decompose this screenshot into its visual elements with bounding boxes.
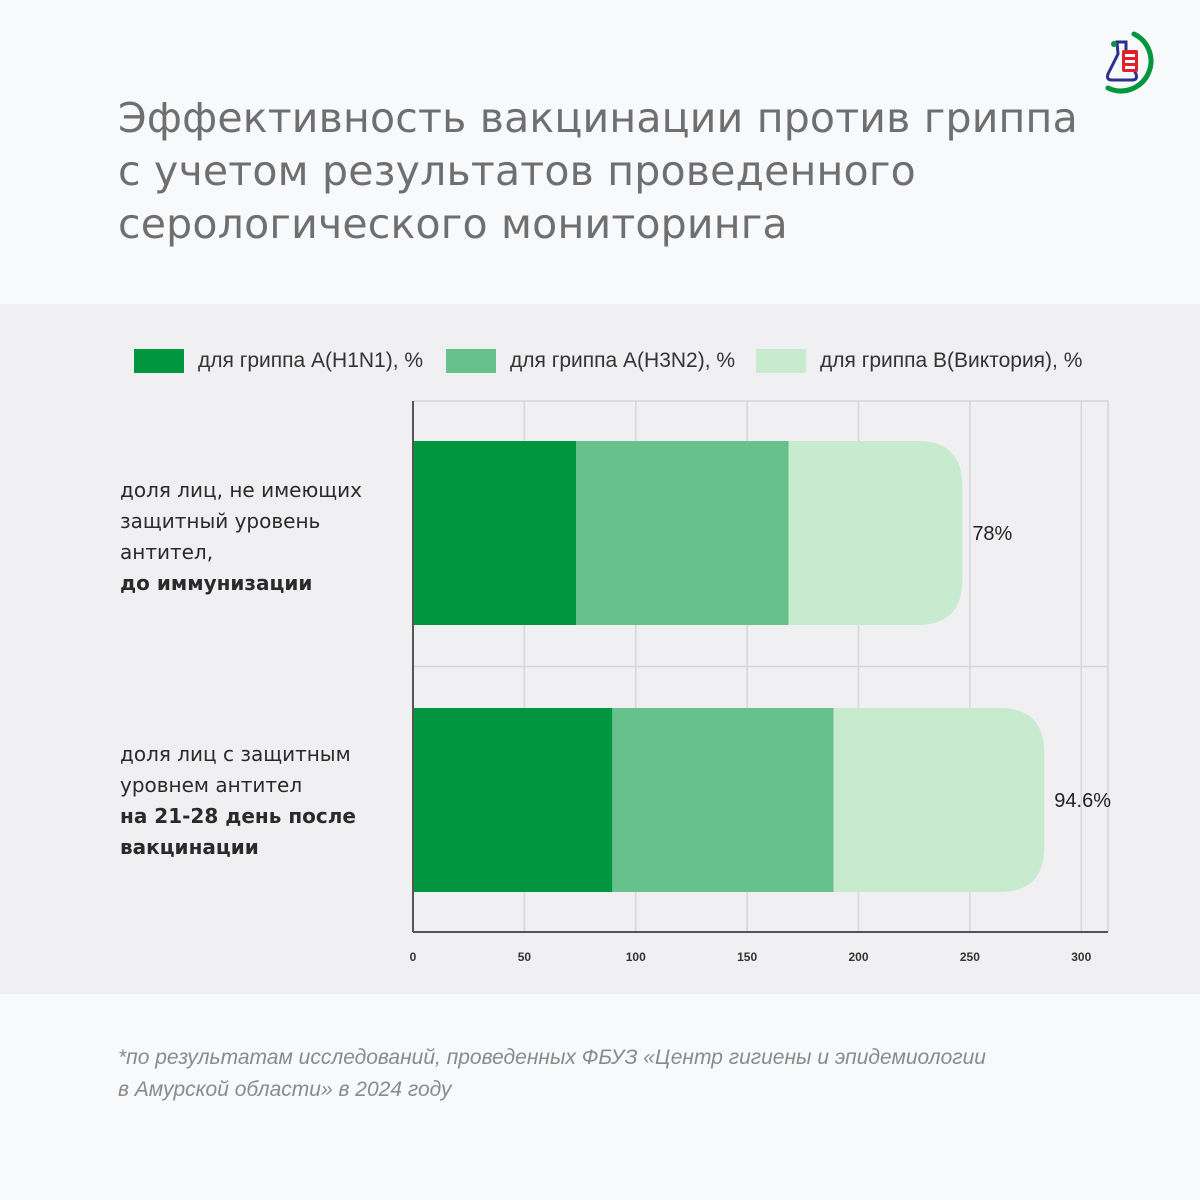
category-label-line: антител, xyxy=(120,540,214,564)
legend-item-victoria: для гриппа В(Виктория), % xyxy=(756,348,1082,374)
legend-swatch xyxy=(446,349,496,373)
footnote-line: *по результатам исследований, проведенны… xyxy=(118,1046,986,1069)
category-label-bold: на 21-28 день после xyxy=(120,804,356,828)
footnote-line: в Амурской области» в 2024 году xyxy=(118,1078,452,1101)
category-label-after: доля лиц с защитным уровнем антител на 2… xyxy=(120,739,400,863)
category-label-line: доля лиц, не имеющих xyxy=(120,478,362,502)
category-label-line: доля лиц с защитным xyxy=(120,742,351,766)
x-tick-label: 100 xyxy=(626,950,646,964)
bar-segment xyxy=(788,441,963,625)
legend-label: для гриппа А(H1N1), % xyxy=(198,349,424,372)
legend-swatch xyxy=(134,349,184,373)
category-label-line: защитный уровень xyxy=(120,509,321,533)
x-tick-label: 0 xyxy=(410,950,417,964)
x-tick-label: 300 xyxy=(1071,950,1091,964)
category-label-bold: до иммунизации xyxy=(120,571,313,595)
stacked-bar-chart: 05010015020025030073.3%95.3%78%89.5%99.3… xyxy=(410,400,1111,964)
legend-swatch xyxy=(756,349,806,373)
x-tick-label: 150 xyxy=(737,950,757,964)
legend-label: для гриппа А(H3N2), % xyxy=(510,349,736,372)
category-label-before: доля лиц, не имеющих защитный уровень ан… xyxy=(120,475,400,599)
legend: для гриппа А(H1N1), % для гриппа А(H3N2)… xyxy=(0,304,1200,424)
title-line: серологического мониторинга xyxy=(118,200,788,248)
category-label-bold: вакцинации xyxy=(120,835,259,859)
footnote: *по результатам исследований, проведенны… xyxy=(118,1042,1118,1106)
bar-segment xyxy=(576,441,789,625)
flask-logo-icon xyxy=(1105,31,1154,94)
x-tick-label: 250 xyxy=(960,950,980,964)
legend-item-h3n2: для гриппа А(H3N2), % xyxy=(446,348,735,374)
title-line: с учетом результатов проведенного xyxy=(118,147,916,195)
category-label-line: уровнем антител xyxy=(120,773,303,797)
legend-item-h1n1: для гриппа А(H1N1), % xyxy=(134,348,423,374)
x-tick-label: 200 xyxy=(848,950,868,964)
title-line: Эффективность вакцинации против гриппа xyxy=(118,94,1078,142)
bar-segment xyxy=(413,441,577,625)
bar-segment xyxy=(833,708,1045,892)
data-label: 94.6% xyxy=(1054,790,1111,812)
chart-panel: для гриппа А(H1N1), % для гриппа А(H3N2)… xyxy=(0,304,1200,994)
page-title: Эффективность вакцинации против гриппа с… xyxy=(118,92,1118,251)
x-tick-label: 50 xyxy=(518,950,532,964)
data-label: 78% xyxy=(972,523,1012,545)
bar-segment xyxy=(612,708,834,892)
bar-segment xyxy=(413,708,613,892)
legend-label: для гриппа В(Виктория), % xyxy=(820,349,1083,372)
